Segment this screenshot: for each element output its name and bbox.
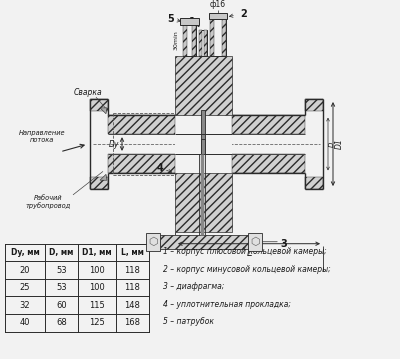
Text: D1: D1 [335, 139, 344, 149]
Text: ⬡: ⬡ [250, 237, 260, 247]
Text: D1, мм: D1, мм [82, 248, 112, 257]
Text: 1: 1 [189, 17, 196, 27]
Text: 3 – диафрагма;: 3 – диафрагма; [163, 282, 224, 291]
Bar [108, 115, 175, 134]
Bar [160, 235, 248, 248]
Text: 5 – патрубок: 5 – патрубок [163, 317, 214, 326]
Text: L: L [246, 248, 252, 258]
Text: D, мм: D, мм [49, 248, 74, 257]
Polygon shape [100, 108, 107, 114]
Text: 30min: 30min [174, 31, 179, 50]
Text: 53: 53 [56, 283, 67, 292]
Bar [108, 154, 175, 173]
Text: 20: 20 [20, 266, 30, 275]
Bar [201, 134, 205, 154]
Bar [204, 30, 207, 56]
Text: 25: 25 [20, 283, 30, 292]
Bar [183, 25, 196, 56]
Text: L, мм: L, мм [121, 248, 144, 257]
Text: 5: 5 [168, 14, 174, 24]
Text: 125: 125 [89, 318, 105, 327]
Text: 4 – уплотнительная прокладка;: 4 – уплотнительная прокладка; [163, 300, 291, 309]
Text: D: D [329, 141, 335, 147]
Text: Направление
потока: Направление потока [19, 130, 65, 143]
Text: 4: 4 [157, 163, 163, 173]
Bar [199, 30, 207, 56]
Bar [175, 134, 232, 154]
Bar [146, 233, 160, 251]
Text: 118: 118 [124, 266, 140, 275]
Bar [90, 177, 108, 189]
Bar [210, 19, 214, 56]
Text: 32: 32 [20, 301, 30, 310]
Text: 118: 118 [124, 283, 140, 292]
Text: 60: 60 [56, 301, 67, 310]
Text: ⬡: ⬡ [148, 237, 158, 247]
Bar [210, 19, 226, 56]
Bar [199, 30, 202, 56]
Text: 100: 100 [89, 266, 105, 275]
Bar [192, 25, 196, 56]
Bar [248, 233, 262, 251]
Bar [232, 154, 305, 173]
Text: Сварка: Сварка [74, 88, 102, 97]
Bar [175, 173, 232, 232]
Text: 53: 53 [56, 266, 67, 275]
Bar [305, 99, 323, 111]
Text: Рабочий
трубопровод: Рабочий трубопровод [25, 195, 71, 209]
Text: 2: 2 [240, 9, 247, 19]
Text: 40: 40 [20, 318, 30, 327]
Bar [180, 18, 199, 25]
Text: 68: 68 [56, 318, 67, 327]
Bar [90, 99, 108, 111]
Text: 168: 168 [124, 318, 140, 327]
Bar [201, 139, 205, 154]
Bar [201, 110, 205, 134]
Text: 3: 3 [280, 239, 287, 249]
Bar [183, 25, 187, 56]
Text: 115: 115 [89, 301, 105, 310]
Bar [222, 19, 226, 56]
Text: Dy, мм: Dy, мм [11, 248, 39, 257]
Bar [305, 177, 323, 189]
Text: 100: 100 [89, 283, 105, 292]
Text: Dy: Dy [109, 140, 119, 149]
Text: 2 – корпус минусовой кольцевой камеры;: 2 – корпус минусовой кольцевой камеры; [163, 265, 331, 274]
Text: 1 – корпус плюсовой кольцевой камеры;: 1 – корпус плюсовой кольцевой камеры; [163, 247, 327, 256]
Polygon shape [100, 174, 107, 180]
Bar [175, 56, 232, 115]
Text: 148: 148 [124, 301, 140, 310]
Bar [209, 13, 227, 19]
Text: ф16: ф16 [210, 0, 226, 9]
Bar [232, 115, 305, 134]
